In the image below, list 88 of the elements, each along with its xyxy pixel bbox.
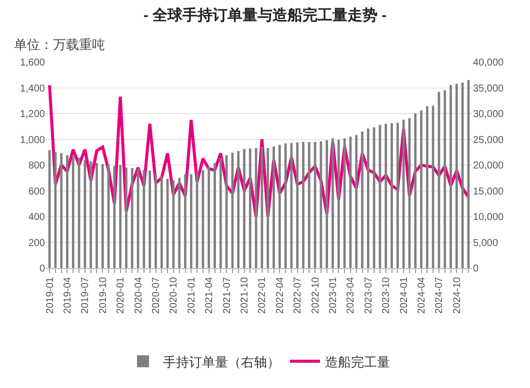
x-tick-label: 2021-01: [186, 276, 198, 314]
bar: [420, 110, 422, 268]
bar: [178, 178, 181, 268]
bar: [184, 174, 186, 268]
bar: [361, 132, 364, 268]
y-tick-label: 200: [28, 238, 46, 249]
x-tick-label: 2022-04: [274, 276, 286, 314]
y-axis-title: 单位：万载重吨: [14, 37, 105, 52]
y-tick-label: 1,000: [20, 134, 46, 146]
x-tick-label: 2019-04: [62, 276, 74, 314]
bar: [119, 165, 122, 268]
bar: [237, 151, 240, 268]
x-tick-label: 2023-01: [328, 276, 339, 314]
bar: [154, 174, 157, 268]
legend-label: 手持订单量（右轴）: [163, 354, 280, 370]
bar: [214, 162, 216, 268]
bar: [208, 166, 210, 268]
bar: [272, 146, 275, 268]
y2-tick-label: 5,000: [473, 238, 498, 249]
y2-tick-label: 0: [473, 264, 479, 274]
y2-tick-label: 30,000: [473, 109, 504, 120]
bar: [337, 140, 340, 268]
bar: [266, 148, 270, 268]
x-tick-label: 2021-07: [222, 276, 233, 314]
bar: [66, 155, 68, 268]
bar: [90, 161, 92, 268]
x-tick-label: 2020-10: [168, 276, 180, 314]
y2-tick-label: 35,000: [473, 83, 504, 94]
y2-tick-label: 15,000: [473, 186, 504, 198]
bar: [332, 138, 334, 268]
bar: [455, 84, 458, 268]
x-tick-label: 2020-04: [133, 276, 144, 314]
x-tick-label: 2020-07: [151, 276, 162, 314]
x-tick-label: 2023-04: [346, 276, 357, 314]
x-tick-label: 2024-04: [416, 276, 428, 314]
y-tick-label: 1,600: [20, 58, 46, 68]
x-tick-label: 2023-10: [381, 276, 392, 314]
y2-tick-label: 25,000: [473, 134, 504, 146]
bar: [60, 153, 63, 268]
y-tick-label: 400: [28, 212, 46, 223]
bar: [302, 142, 304, 268]
x-tick-label: 2020-01: [116, 276, 127, 314]
y2-tick-label: 40,000: [473, 58, 504, 68]
bar: [396, 122, 399, 268]
x-tick-label: 2019-01: [44, 276, 56, 314]
bar: [72, 156, 74, 268]
y-tick-label: 1,200: [20, 109, 46, 120]
x-tick-label: 2021-10: [240, 276, 250, 314]
bar: [248, 148, 252, 268]
bar: [450, 85, 452, 268]
y-tick-label: 600: [28, 186, 46, 198]
legend-label: 造船完工量: [325, 354, 390, 370]
y2-tick-label: 10,000: [473, 212, 504, 223]
y-tick-label: 0: [39, 264, 46, 274]
x-tick-label: 2023-07: [363, 276, 374, 314]
x-tick-label: 2024-01: [398, 276, 410, 314]
x-tick-label: 2019-10: [98, 276, 109, 314]
x-tick-label: 2022-07: [292, 276, 304, 314]
bar: [355, 135, 358, 268]
bar: [426, 106, 428, 268]
bar: [101, 164, 104, 268]
bar: [243, 149, 246, 268]
y-tick-label: 800: [28, 160, 46, 172]
bar: [130, 168, 134, 268]
chart-title: - 全球手持订单量与造船完工量走势 -: [143, 6, 387, 24]
bar: [296, 142, 299, 268]
bar: [384, 124, 388, 268]
bar: [160, 176, 163, 268]
bar: [414, 114, 417, 268]
bar: [190, 174, 192, 268]
y2-tick-label: 20,000: [473, 160, 504, 172]
bar: [444, 90, 446, 268]
bar: [125, 168, 128, 268]
bar: [366, 128, 370, 268]
x-tick-label: 2024-10: [452, 276, 463, 314]
bar: [308, 142, 310, 268]
bar: [219, 158, 222, 268]
bar: [96, 162, 98, 268]
y-tick-label: 1,400: [20, 83, 46, 94]
x-tick-label: 2022-01: [257, 276, 268, 314]
x-tick-label: 2019-07: [80, 276, 92, 314]
x-tick-label: 2022-10: [310, 276, 322, 314]
bar: [326, 140, 328, 268]
x-tick-label: 2021-04: [204, 276, 216, 314]
bar: [148, 170, 152, 268]
bar: [278, 144, 281, 268]
bar: [390, 123, 393, 268]
x-tick-label: 2024-07: [434, 276, 446, 314]
